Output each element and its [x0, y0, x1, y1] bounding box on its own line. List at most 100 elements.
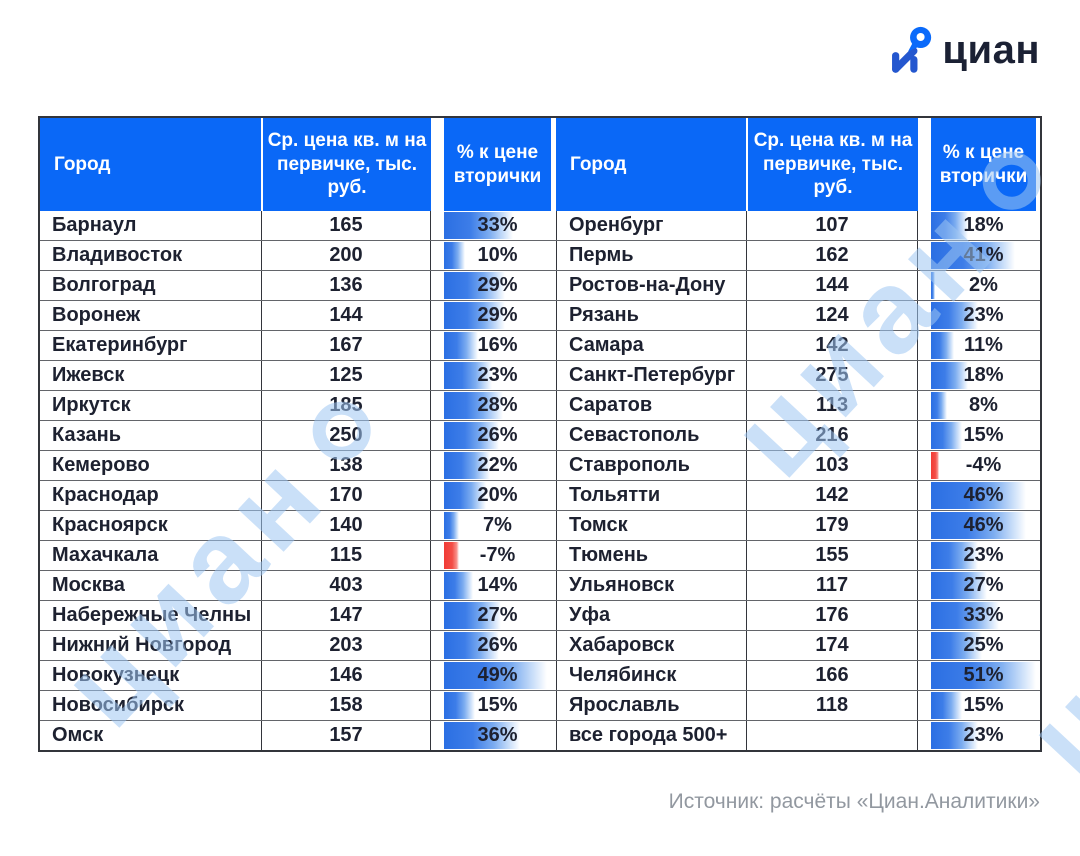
pct-cell-left: 14%: [444, 571, 551, 600]
table-row: Новосибирск 158 15% Ярославль 118 15%: [40, 691, 1040, 721]
table-row: Воронеж 144 29% Рязань 124 23%: [40, 301, 1040, 331]
table-row: Махачкала 115 -7% Тюмень 155 23%: [40, 541, 1040, 571]
city-cell-left: Набережные Челны: [52, 604, 252, 626]
price-cell-right: 144: [746, 271, 918, 300]
data-bar: [931, 692, 962, 719]
price-cell-right: 142: [746, 331, 918, 360]
pct-cell-right: 25%: [931, 631, 1036, 660]
column-gap: [431, 211, 444, 240]
column-gap: [431, 391, 444, 420]
city-cell-left: Махачкала: [52, 544, 159, 566]
pct-cell-right: 41%: [931, 241, 1036, 270]
table-row: Казань 250 26% Севастополь 216 15%: [40, 421, 1040, 451]
column-gap: [918, 481, 931, 510]
header-gap: [918, 118, 931, 211]
price-cell-left: 144: [261, 301, 431, 330]
column-gap: [918, 721, 931, 750]
city-cell-left: Красноярск: [52, 514, 168, 536]
city-cell-right: Рязань: [556, 301, 746, 330]
pct-value: 33%: [477, 214, 518, 236]
column-gap: [918, 511, 931, 540]
pct-cell-right: 33%: [931, 601, 1036, 630]
pct-value: 14%: [477, 574, 518, 596]
price-cell-right: 275: [746, 361, 918, 390]
pct-cell-left: 36%: [444, 721, 551, 750]
table-row: Волгоград 136 29% Ростов-на-Дону 144 2%: [40, 271, 1040, 301]
header-city-right: Город: [556, 118, 746, 211]
price-cell-right: 216: [746, 421, 918, 450]
column-gap: [431, 721, 444, 750]
data-bar: [444, 602, 501, 629]
pct-cell-right: 2%: [931, 271, 1036, 300]
price-cell-right: 174: [746, 631, 918, 660]
pct-cell-left: 29%: [444, 271, 551, 300]
header-pct-right: % к цене вторички: [931, 118, 1036, 211]
pct-cell-right: 51%: [931, 661, 1036, 690]
data-bar: [931, 722, 979, 749]
column-gap: [431, 481, 444, 510]
pct-cell-right: 18%: [931, 361, 1036, 390]
pct-value: 41%: [963, 244, 1004, 266]
city-cell-right: Севастополь: [556, 421, 746, 450]
city-cell-right: Самара: [556, 331, 746, 360]
column-gap: [431, 451, 444, 480]
data-bar: [931, 662, 1036, 689]
city-cell-left: Омск: [52, 724, 104, 746]
pct-value: 2%: [969, 274, 998, 296]
pct-value: 49%: [477, 664, 518, 686]
column-gap: [918, 691, 931, 720]
cian-logo: циан: [887, 24, 1040, 79]
pct-value: 11%: [964, 334, 1003, 356]
pct-value: 15%: [477, 694, 518, 716]
price-cell-left: 158: [261, 691, 431, 720]
city-cell-right: Пермь: [556, 241, 746, 270]
pct-value: 28%: [477, 394, 518, 416]
price-cell-right: 118: [746, 691, 918, 720]
price-cell-right: 142: [746, 481, 918, 510]
column-gap: [431, 271, 444, 300]
table-row: Москва 403 14% Ульяновск 117 27%: [40, 571, 1040, 601]
price-cell-left: 165: [261, 211, 431, 240]
table-row: Красноярск 140 7% Томск 179 46%: [40, 511, 1040, 541]
data-bar: [931, 542, 979, 569]
data-bar: [931, 512, 1026, 539]
pct-value: 27%: [477, 604, 518, 626]
city-cell-left: Екатеринбург: [52, 334, 188, 356]
data-bar: [931, 422, 962, 449]
header-price-left: Ср. цена кв. м на первичке, тыс. руб.: [261, 118, 431, 211]
city-cell-left: Волгоград: [52, 274, 156, 296]
column-gap: [918, 601, 931, 630]
column-gap: [918, 661, 931, 690]
price-cell-right: [746, 721, 918, 750]
pct-value: 18%: [963, 364, 1004, 386]
cian-logo-text: циан: [942, 27, 1040, 72]
price-cell-right: 103: [746, 451, 918, 480]
column-gap: [918, 301, 931, 330]
pct-value: 26%: [477, 634, 518, 656]
table-row: Новокузнецк 146 49% Челябинск 166 51%: [40, 661, 1040, 691]
pct-value: 29%: [477, 274, 518, 296]
city-cell-right: Ярославль: [556, 691, 746, 720]
city-cell-left: Новосибирск: [52, 694, 185, 716]
pct-value: 46%: [963, 484, 1004, 506]
table-row: Барнаул 165 33% Оренбург 107 18%: [40, 211, 1040, 241]
pct-value: 51%: [963, 664, 1004, 686]
data-bar: [444, 212, 514, 239]
pct-cell-left: 28%: [444, 391, 551, 420]
column-gap: [918, 211, 931, 240]
data-bar: [931, 212, 969, 239]
price-cell-right: 179: [746, 511, 918, 540]
city-cell-left: Казань: [52, 424, 121, 446]
pct-value: 18%: [963, 214, 1004, 236]
city-cell-right: Саратов: [556, 391, 746, 420]
price-cell-right: 117: [746, 571, 918, 600]
pct-value: 15%: [963, 424, 1004, 446]
city-cell-right: Тольятти: [556, 481, 746, 510]
column-gap: [431, 511, 444, 540]
price-cell-left: 203: [261, 631, 431, 660]
city-cell-left: Барнаул: [52, 214, 137, 236]
column-gap: [431, 331, 444, 360]
column-gap: [431, 241, 444, 270]
table-row: Иркутск 185 28% Саратов 113 8%: [40, 391, 1040, 421]
price-cell-left: 146: [261, 661, 431, 690]
